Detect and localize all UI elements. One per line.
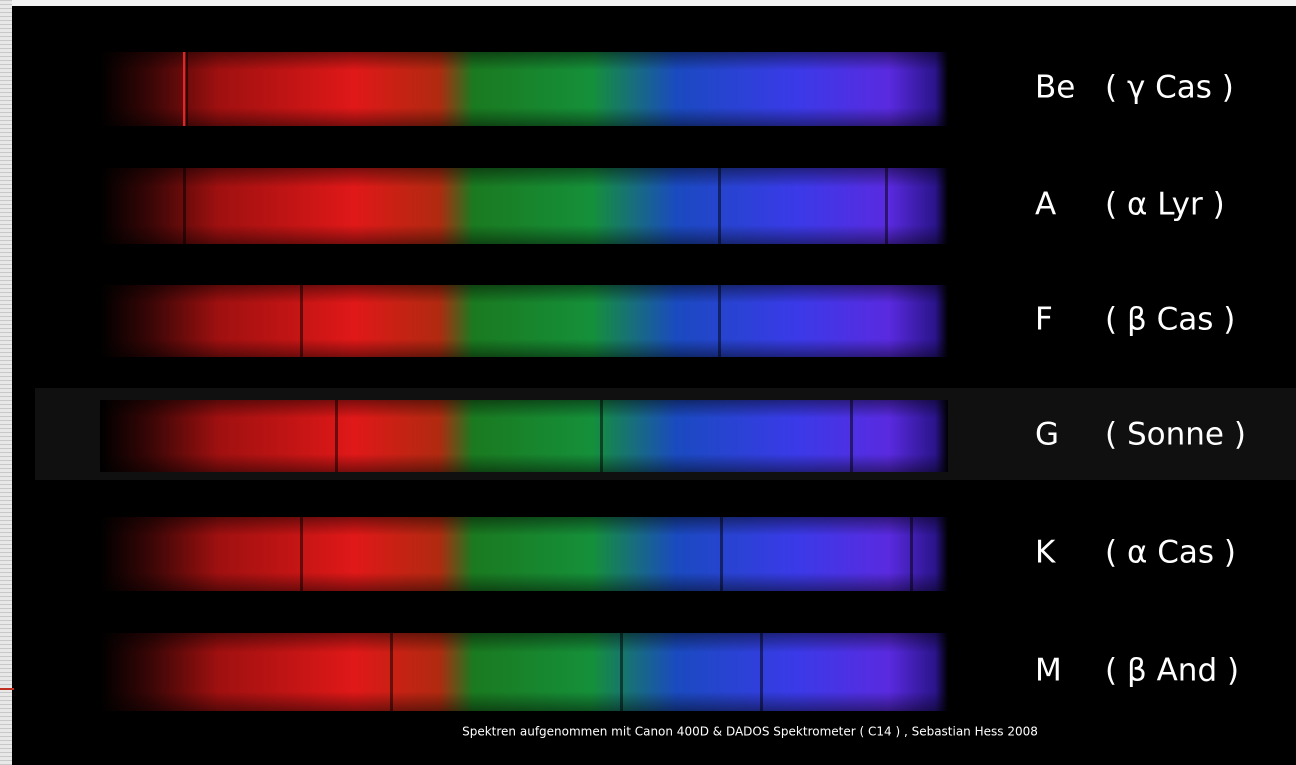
- spectrum-shade: [100, 400, 948, 472]
- spectrum-shade: [100, 517, 948, 591]
- left-edge: [0, 0, 12, 765]
- absorption-line: [620, 633, 623, 711]
- absorption-line: [300, 285, 303, 357]
- star-name: ( α Cas ): [1105, 535, 1236, 571]
- spectral-class: A: [1035, 187, 1056, 223]
- absorption-line: [600, 400, 603, 472]
- spectra-image: Be ( γ Cas ) A ( α Lyr ) F ( β Cas ) G ( Sonne …: [0, 0, 1296, 765]
- spectral-class: Be: [1035, 70, 1075, 106]
- spectral-class: F: [1035, 302, 1053, 338]
- spectrum-shade: [100, 168, 948, 244]
- absorption-line: [185, 52, 188, 126]
- star-name: ( β And ): [1105, 653, 1239, 689]
- star-name: ( α Lyr ): [1105, 187, 1225, 223]
- spectral-class: G: [1035, 417, 1059, 453]
- absorption-line: [390, 633, 393, 711]
- absorption-line: [885, 168, 888, 244]
- spectral-class: K: [1035, 535, 1056, 571]
- star-name: ( β Cas ): [1105, 302, 1235, 338]
- absorption-line: [335, 400, 338, 472]
- caption: Spektren aufgenommen mit Canon 400D & DA…: [462, 725, 1038, 739]
- absorption-line: [300, 517, 303, 591]
- absorption-line: [910, 517, 913, 591]
- spectrum-shade: [100, 52, 948, 126]
- absorption-line: [850, 400, 853, 472]
- spectrum-shade: [100, 285, 948, 357]
- spectrum-shade: [100, 633, 948, 711]
- absorption-line: [720, 517, 723, 591]
- absorption-line: [183, 168, 186, 244]
- star-name: ( Sonne ): [1105, 417, 1246, 453]
- spectral-class: M: [1035, 653, 1062, 689]
- star-name: ( γ Cas ): [1105, 70, 1234, 106]
- absorption-line: [718, 168, 721, 244]
- top-edge: [0, 0, 1296, 6]
- absorption-line: [718, 285, 721, 357]
- absorption-line: [760, 633, 763, 711]
- edge-mark: [0, 688, 14, 690]
